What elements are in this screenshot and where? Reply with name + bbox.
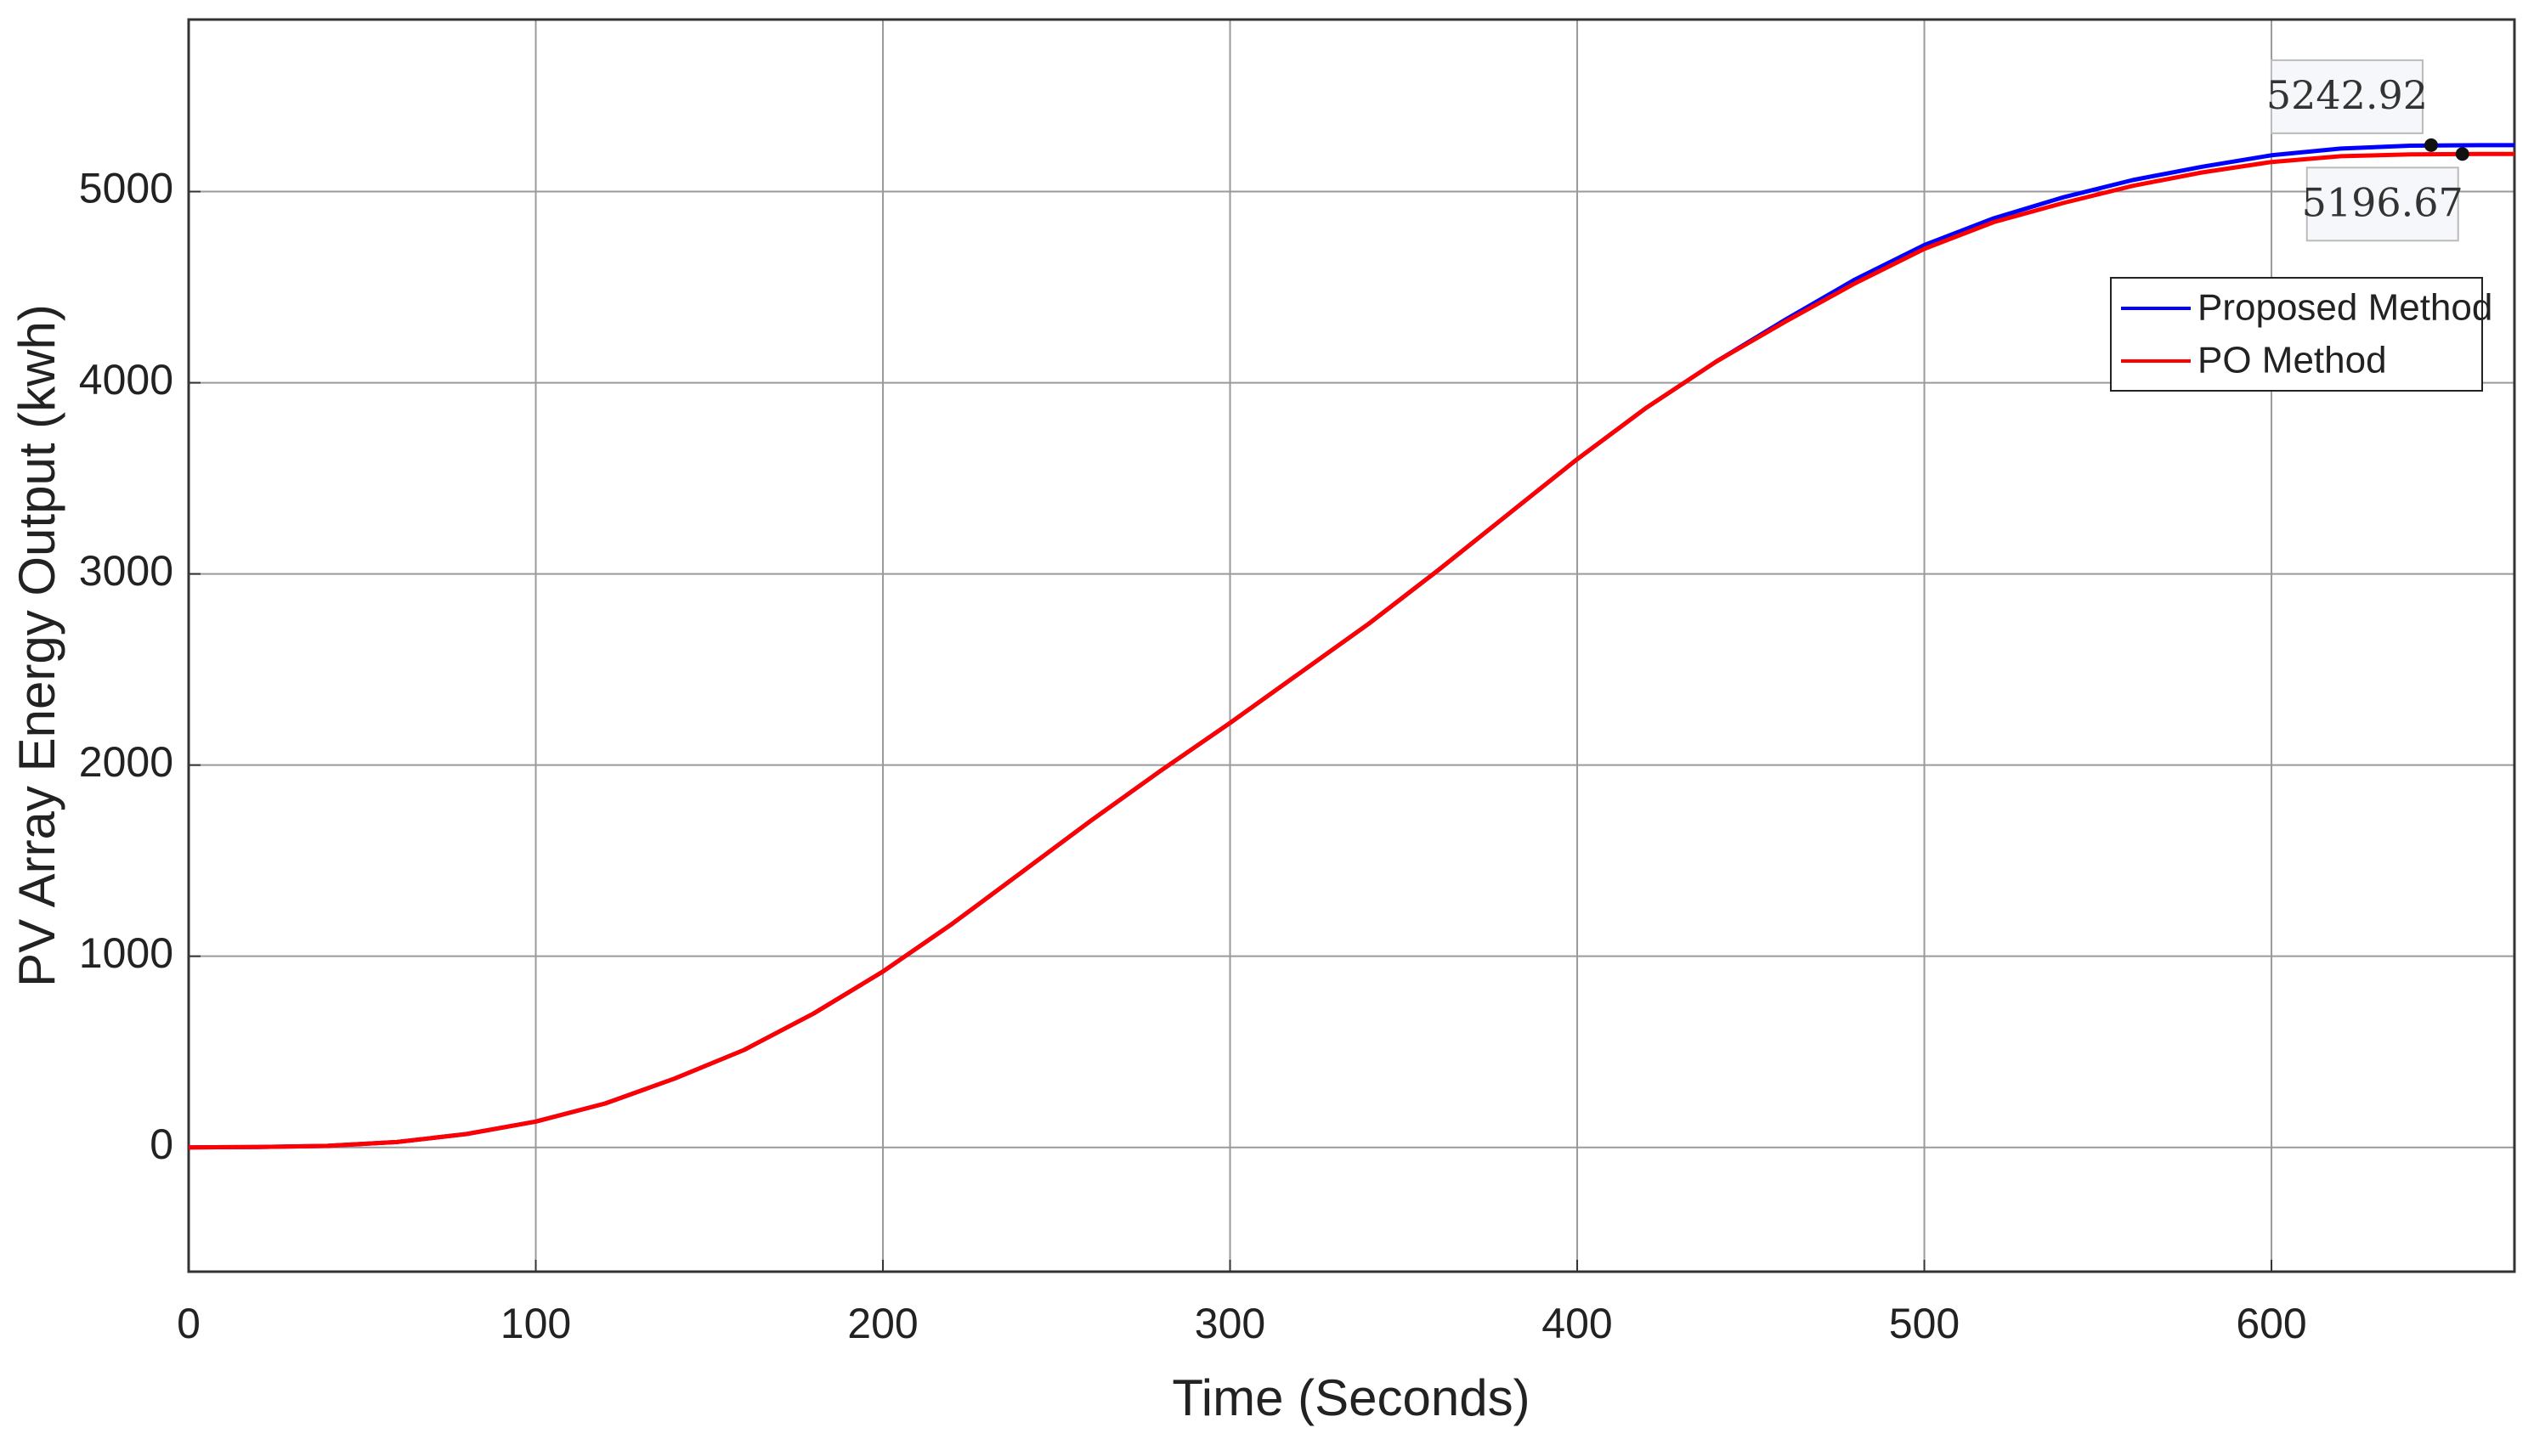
- line-series: [188, 151, 2514, 1150]
- x-tick-label: 100: [501, 1300, 571, 1347]
- legend-label: Proposed Method: [2197, 287, 2492, 329]
- y-axis-label: PV Array Energy Output (kwh): [8, 304, 65, 987]
- y-tick-label: 3000: [79, 547, 173, 595]
- x-tick-label: 600: [2236, 1300, 2306, 1347]
- y-tick-label: 5000: [79, 165, 173, 212]
- datatip-point: [2455, 147, 2469, 161]
- y-tick-label: 4000: [79, 356, 173, 404]
- y-tick-label: 1000: [79, 929, 173, 977]
- plot-area: [189, 20, 2514, 1272]
- x-tick-label: 0: [177, 1300, 201, 1347]
- datatip-label: 5196.67: [2302, 179, 2463, 225]
- legend-box: [2110, 277, 2483, 392]
- x-tick-label: 400: [1541, 1300, 1612, 1347]
- datatip-label: 5242.92: [2266, 72, 2428, 118]
- plot-frame: [187, 18, 2516, 1273]
- y-tick-label: 2000: [79, 738, 173, 786]
- x-tick-label: 500: [1889, 1300, 1960, 1347]
- y-tick-label: 0: [150, 1120, 173, 1168]
- datatip-box: [2270, 59, 2424, 134]
- legend-label: PO Method: [2197, 340, 2387, 381]
- datatip-box: [2305, 166, 2459, 242]
- datatip-point: [2424, 138, 2438, 152]
- x-tick-label: 200: [847, 1300, 918, 1347]
- x-tick-label: 300: [1195, 1300, 1265, 1347]
- x-axis-label: Time (Seconds): [1172, 1369, 1530, 1426]
